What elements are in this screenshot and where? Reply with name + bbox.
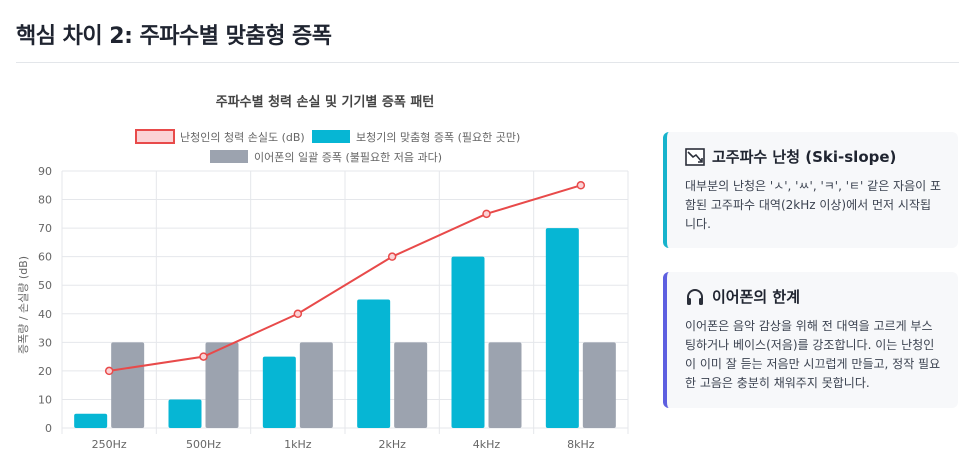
bar-hearing-aid[interactable] <box>168 399 202 428</box>
point-hearing-loss[interactable] <box>199 352 208 361</box>
x-tick-label: 2kHz <box>378 438 406 451</box>
section-heading: 핵심 차이 2: 주파수별 맞춤형 증폭 <box>16 24 332 49</box>
y-tick-label: 50 <box>38 279 52 292</box>
x-tick-label: 500Hz <box>186 438 221 451</box>
y-tick-label: 10 <box>38 393 52 406</box>
y-tick-label: 40 <box>38 308 52 321</box>
line-hearing-loss <box>109 184 582 372</box>
bar-hearing-aid[interactable] <box>262 356 296 428</box>
legend-label-hearing-aid[interactable]: 보청기의 맞춤형 증폭 (필요한 곳만) <box>356 131 520 144</box>
bar-hearing-aid[interactable] <box>545 228 579 428</box>
x-tick-label: 250Hz <box>92 438 127 451</box>
point-hearing-loss[interactable] <box>387 252 397 261</box>
frequency-chart: 주파수별 청력 손실 및 기기별 증폭 패턴 난청인의 청력 손실도 (dB) … <box>17 94 629 451</box>
headphones-icon <box>687 288 703 305</box>
card-body: 대부분의 난청은 'ㅅ', 'ㅆ', 'ㅋ', 'ㅌ' 같은 자음이 포함된 고… <box>685 179 942 231</box>
bar-earphone[interactable] <box>111 342 145 428</box>
point-hearing-loss[interactable] <box>293 309 303 319</box>
chart-title: 주파수별 청력 손실 및 기기별 증폭 패턴 <box>216 94 435 110</box>
legend-swatch-hearing-aid[interactable] <box>312 130 350 143</box>
legend-label-earphone[interactable]: 이어폰의 일괄 증폭 (불필요한 저음 과다) <box>254 150 442 164</box>
y-tick-label: 0 <box>45 422 52 435</box>
chart-legend: 난청인의 청력 손실도 (dB) 보청기의 맞춤형 증폭 (필요한 곳만) 이어… <box>135 129 520 164</box>
x-axis-ticks: 250Hz 500Hz 1kHz 2kHz 4kHz 8kHz <box>92 438 595 451</box>
x-tick-label: 8kHz <box>567 438 595 451</box>
point-hearing-loss[interactable] <box>482 209 491 219</box>
chart-down-icon <box>685 147 705 166</box>
y-axis-label: 증폭량 / 손실량 (dB) <box>17 256 30 354</box>
bar-earphone[interactable] <box>394 342 428 428</box>
card-title: 고주파수 난청 (Ski-slope) <box>712 148 897 166</box>
y-tick-label: 80 <box>38 194 52 207</box>
point-hearing-loss[interactable] <box>576 181 586 190</box>
x-tick-label: 1kHz <box>284 438 312 451</box>
bar-earphone[interactable] <box>299 342 333 428</box>
chart-line <box>104 181 586 376</box>
chart-bars <box>74 228 616 428</box>
bar-hearing-aid[interactable] <box>74 413 108 428</box>
bar-earphone[interactable] <box>205 342 239 428</box>
card-body: 이어폰은 음악 감상을 위해 전 대역을 고르게 부스팅하거나 베이스(저음)를… <box>685 319 941 390</box>
x-tick-label: 4kHz <box>473 438 501 451</box>
legend-swatch-loss[interactable] <box>135 129 175 144</box>
legend-swatch-earphone[interactable] <box>210 150 248 163</box>
bar-earphone[interactable] <box>488 342 522 428</box>
section-divider <box>16 62 959 63</box>
chart-grid <box>61 170 629 434</box>
point-hearing-loss[interactable] <box>104 366 114 376</box>
y-tick-label: 30 <box>38 336 52 349</box>
bar-hearing-aid[interactable] <box>451 256 485 428</box>
y-tick-label: 20 <box>38 365 52 378</box>
bar-hearing-aid[interactable] <box>357 299 391 429</box>
y-tick-label: 60 <box>38 251 52 264</box>
card-title: 이어폰의 한계 <box>712 288 801 306</box>
info-card-earphone-limit: 이어폰의 한계 이어폰은 음악 감상을 위해 전 대역을 고르게 부스팅하거나 … <box>663 272 958 408</box>
y-tick-label: 70 <box>38 222 52 235</box>
bar-earphone[interactable] <box>582 342 616 428</box>
y-axis-ticks: 0 10 20 30 40 50 60 70 80 90 <box>38 165 52 435</box>
y-tick-label: 90 <box>38 165 52 178</box>
legend-label-loss[interactable]: 난청인의 청력 손실도 (dB) <box>180 131 305 144</box>
info-card-ski-slope: 고주파수 난청 (Ski-slope) 대부분의 난청은 'ㅅ', 'ㅆ', '… <box>663 132 958 248</box>
